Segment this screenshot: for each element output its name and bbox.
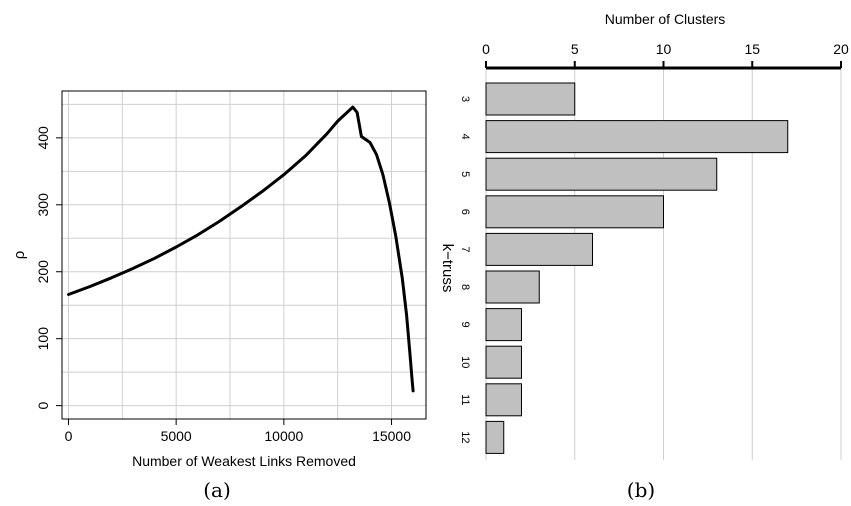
chart-b-ticks: 0 5 10 15 20 [482,41,849,68]
chart-b-xtick-label: 10 [656,41,672,57]
chart-b-caption: (b) [627,478,655,502]
chart-b-bars [485,82,789,454]
chart-b: 0 5 10 15 20 3 4 5 6 7 8 9 10 11 12 Number of Cluster… [439,11,849,502]
chart-a-ytick-label: 300 [35,193,51,217]
chart-b-category-label: 4 [459,134,471,140]
chart-b-category-label: 11 [459,394,471,405]
chart-b-category-label: 6 [459,209,471,215]
chart-b-category-label: 8 [459,284,471,290]
chart-b-ylabel: k−truss [439,244,456,293]
chart-a-xtick-label: 0 [65,428,73,444]
chart-b-bar [485,420,505,454]
chart-a-series-line [67,105,415,393]
chart-b-bar [485,157,718,191]
chart-a-xtick-label: 10000 [264,428,303,444]
chart-b-category-label: 9 [459,322,471,328]
chart-b-category-label: 5 [459,171,471,177]
chart-b-xtick-label: 0 [482,41,490,57]
chart-b-bar [485,383,522,417]
chart-b-category-labels: 3 4 5 6 7 8 9 10 11 12 [459,96,471,444]
chart-b-bar [485,308,522,342]
chart-a-grid [62,91,426,419]
chart-b-xtick-label: 15 [744,41,760,57]
chart-b-xlabel: Number of Clusters [605,11,726,27]
chart-b-bar [485,270,540,304]
chart-a-xtick-label: 5000 [161,428,192,444]
chart-b-bar [485,82,576,116]
chart-b-xtick-label: 5 [571,41,579,57]
chart-b-category-label: 10 [459,356,471,368]
chart-a-plot-frame [61,90,427,420]
chart-b-xtick-label: 20 [833,41,849,57]
chart-b-category-label: 7 [459,246,471,252]
chart-a: 0 5000 10000 15000 0 100 200 300 400 Number of W… [11,90,427,502]
chart-b-bar [485,232,593,266]
chart-b-bar [485,345,522,379]
chart-b-bar [485,195,664,229]
chart-a-ticks: 0 5000 10000 15000 0 100 200 300 400 [35,126,411,444]
chart-a-xlabel: Number of Weakest Links Removed [132,453,356,469]
chart-a-ytick-label: 400 [35,126,51,150]
chart-a-ylabel: ρ [11,251,28,260]
chart-a-ytick-label: 0 [35,402,51,410]
chart-a-caption: (a) [203,478,231,502]
chart-b-category-label: 3 [459,96,471,102]
chart-a-xtick-label: 15000 [372,428,411,444]
chart-a-ytick-label: 200 [35,260,51,284]
chart-b-category-label: 12 [459,431,471,443]
chart-a-ytick-label: 100 [35,327,51,351]
chart-b-bar [485,120,789,154]
